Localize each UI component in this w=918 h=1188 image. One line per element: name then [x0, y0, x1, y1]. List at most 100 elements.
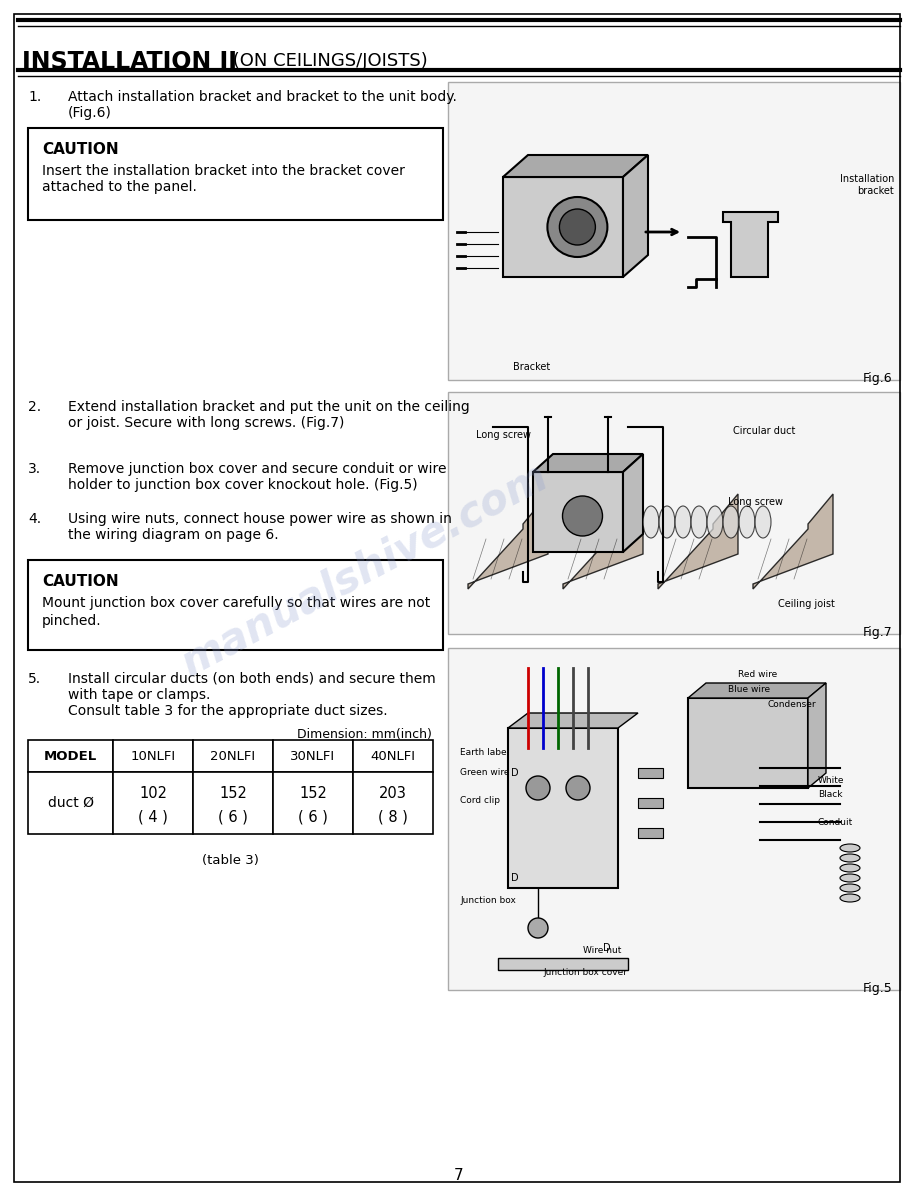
- Text: Junction box: Junction box: [460, 896, 516, 905]
- Polygon shape: [623, 154, 648, 277]
- Text: Fig.7: Fig.7: [862, 626, 892, 639]
- Bar: [533, 472, 623, 552]
- Text: (ON CEILINGS/JOISTS): (ON CEILINGS/JOISTS): [227, 52, 428, 70]
- Text: (table 3): (table 3): [202, 854, 259, 867]
- Text: Earth label: Earth label: [460, 748, 509, 757]
- Ellipse shape: [723, 506, 739, 538]
- Text: 2.: 2.: [28, 400, 41, 413]
- Text: 30NLFI: 30NLFI: [290, 750, 336, 763]
- Ellipse shape: [691, 506, 707, 538]
- Ellipse shape: [840, 843, 860, 852]
- Polygon shape: [503, 154, 648, 177]
- Ellipse shape: [840, 864, 860, 872]
- Text: 40NLFI: 40NLFI: [371, 750, 416, 763]
- Text: 102: 102: [139, 786, 167, 801]
- Bar: [113, 772, 193, 834]
- Text: Install circular ducts (on both ends) and secure them: Install circular ducts (on both ends) an…: [68, 672, 436, 685]
- Bar: [28, 560, 443, 650]
- Bar: [28, 772, 113, 834]
- Text: Circular duct: Circular duct: [733, 426, 795, 436]
- Bar: [498, 958, 628, 969]
- Text: Consult table 3 for the appropriate duct sizes.: Consult table 3 for the appropriate duct…: [68, 704, 387, 718]
- Ellipse shape: [659, 506, 675, 538]
- Bar: [503, 177, 623, 277]
- Text: Junction box cover: Junction box cover: [543, 968, 627, 977]
- Bar: [193, 772, 273, 834]
- Text: CAUTION: CAUTION: [42, 574, 118, 589]
- Text: Fig.6: Fig.6: [862, 372, 892, 385]
- Bar: [273, 772, 353, 834]
- Text: Blue wire: Blue wire: [728, 685, 770, 694]
- Text: CAUTION: CAUTION: [42, 143, 118, 157]
- Text: ( 6 ): ( 6 ): [218, 809, 248, 824]
- Ellipse shape: [755, 506, 771, 538]
- Text: ( 4 ): ( 4 ): [138, 809, 168, 824]
- Text: 203: 203: [379, 786, 407, 801]
- Polygon shape: [658, 494, 738, 589]
- Text: attached to the panel.: attached to the panel.: [42, 181, 196, 194]
- Text: manualshive.com: manualshive.com: [174, 455, 555, 684]
- Text: 152: 152: [299, 786, 327, 801]
- Polygon shape: [808, 683, 826, 788]
- Bar: [28, 740, 113, 772]
- Text: Cord clip: Cord clip: [460, 796, 500, 805]
- Polygon shape: [753, 494, 833, 589]
- Text: Ceiling joist: Ceiling joist: [778, 599, 834, 609]
- Circle shape: [566, 776, 590, 800]
- Bar: [638, 767, 663, 778]
- Circle shape: [528, 918, 548, 939]
- Text: Using wire nuts, connect house power wire as shown in: Using wire nuts, connect house power wir…: [68, 512, 452, 526]
- Ellipse shape: [675, 506, 691, 538]
- Circle shape: [559, 209, 596, 245]
- Circle shape: [563, 497, 602, 536]
- Text: duct Ø: duct Ø: [48, 796, 94, 810]
- Text: Extend installation bracket and put the unit on the ceiling: Extend installation bracket and put the …: [68, 400, 470, 413]
- Text: D: D: [511, 767, 519, 778]
- Text: (Fig.6): (Fig.6): [68, 106, 112, 120]
- Polygon shape: [468, 494, 548, 589]
- Text: Remove junction box cover and secure conduit or wire: Remove junction box cover and secure con…: [68, 462, 446, 476]
- Polygon shape: [688, 683, 826, 699]
- Polygon shape: [533, 454, 643, 472]
- Ellipse shape: [840, 884, 860, 892]
- Text: pinched.: pinched.: [42, 614, 102, 628]
- Text: 4.: 4.: [28, 512, 41, 526]
- Text: Long screw: Long screw: [476, 430, 531, 440]
- Text: Condenser: Condenser: [768, 700, 817, 709]
- Circle shape: [526, 776, 550, 800]
- Polygon shape: [508, 713, 638, 728]
- Ellipse shape: [643, 506, 659, 538]
- Text: Green wire: Green wire: [460, 767, 509, 777]
- Text: with tape or clamps.: with tape or clamps.: [68, 688, 210, 702]
- Bar: [508, 728, 618, 887]
- Bar: [638, 798, 663, 808]
- Text: Mount junction box cover carefully so that wires are not: Mount junction box cover carefully so th…: [42, 596, 431, 609]
- Text: 152: 152: [219, 786, 247, 801]
- Ellipse shape: [840, 874, 860, 881]
- Text: ( 6 ): ( 6 ): [298, 809, 328, 824]
- Ellipse shape: [840, 854, 860, 862]
- Text: Attach installation bracket and bracket to the unit body.: Attach installation bracket and bracket …: [68, 90, 457, 105]
- Text: INSTALLATION II: INSTALLATION II: [22, 50, 237, 74]
- Text: D: D: [511, 873, 519, 883]
- Text: Long screw: Long screw: [728, 497, 783, 507]
- Text: 20NLFI: 20NLFI: [210, 750, 255, 763]
- Polygon shape: [623, 454, 643, 552]
- Bar: [353, 772, 433, 834]
- Text: Bracket: Bracket: [513, 362, 550, 372]
- Bar: [28, 128, 443, 220]
- Text: 7: 7: [454, 1168, 464, 1183]
- Text: D: D: [603, 943, 610, 953]
- Text: Red wire: Red wire: [738, 670, 778, 680]
- Text: Conduit: Conduit: [818, 819, 853, 827]
- Text: Wire nut: Wire nut: [583, 946, 621, 955]
- Text: 1.: 1.: [28, 90, 41, 105]
- Text: MODEL: MODEL: [44, 750, 97, 763]
- Text: White: White: [818, 776, 845, 785]
- Text: Dimension: mm(inch): Dimension: mm(inch): [297, 728, 432, 741]
- Text: Installation
bracket: Installation bracket: [840, 173, 894, 196]
- Bar: [353, 740, 433, 772]
- Text: Black: Black: [818, 790, 843, 800]
- Text: ( 8 ): ( 8 ): [378, 809, 408, 824]
- Bar: [448, 392, 900, 634]
